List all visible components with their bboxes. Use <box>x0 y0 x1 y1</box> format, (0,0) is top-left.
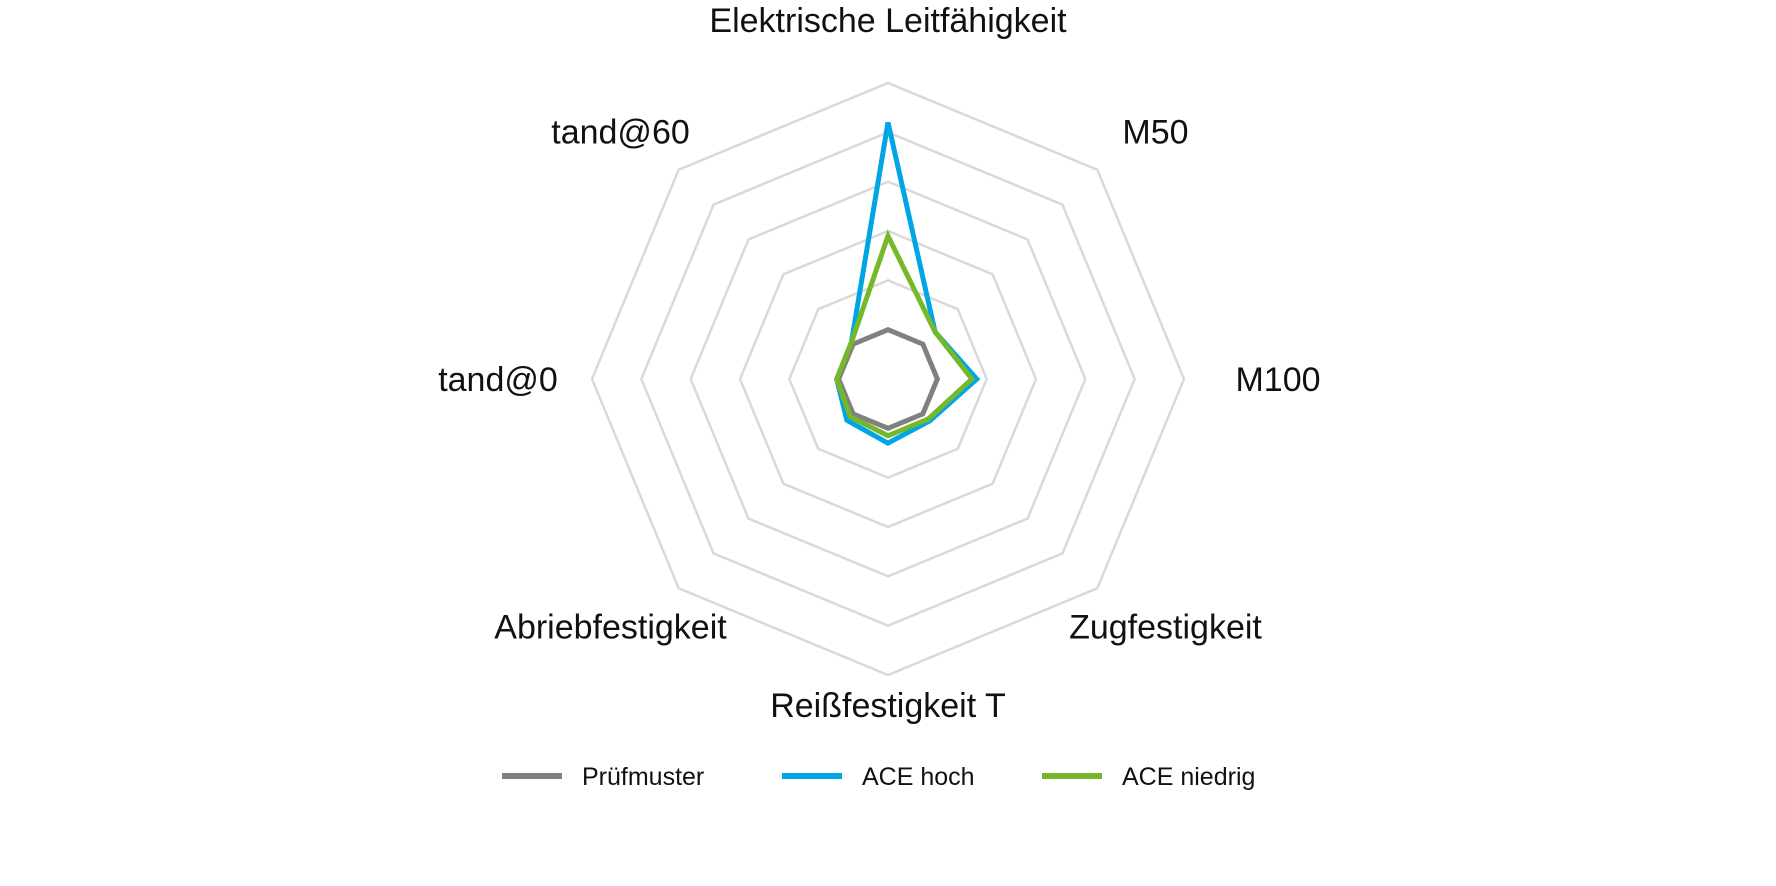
axis-label-abriebfestigkeit: Abriebfestigkeit <box>494 608 727 646</box>
axis-label-tand-60: tand@60 <box>551 114 690 152</box>
axis-label-m50: M50 <box>1122 114 1188 152</box>
radar-grid <box>590 81 1186 677</box>
legend-label-ace-niedrig: ACE niedrig <box>1122 763 1255 791</box>
series-line-pruefmuster <box>835 326 941 432</box>
legend: Prüfmuster ACE hoch ACE niedrig <box>502 763 1255 791</box>
grid-ring-6 <box>590 81 1186 677</box>
axis-label-zugfestigkeit: Zugfestigkeit <box>1069 608 1262 646</box>
axis-label-tand-0: tand@0 <box>438 361 558 399</box>
grid-ring-4 <box>689 180 1087 578</box>
axis-labels: Elektrische Leitfähigkeit M50 M100 Zugfesti… <box>438 2 1320 725</box>
series-line-ace-niedrig <box>834 229 976 439</box>
grid-ring-3 <box>738 229 1038 529</box>
legend-label-pruefmuster: Prüfmuster <box>582 763 704 791</box>
axis-label-m100: M100 <box>1235 361 1320 399</box>
grid-ring-5 <box>639 130 1137 628</box>
legend-label-ace-hoch: ACE hoch <box>862 763 975 791</box>
grid-ring-2 <box>787 278 989 480</box>
axis-label-reissfestigkeit-t: Reißfestigkeit T <box>770 687 1006 725</box>
radar-series <box>834 121 981 446</box>
axis-label-elektrische-leitfaehigkeit: Elektrische Leitfähigkeit <box>709 2 1067 40</box>
